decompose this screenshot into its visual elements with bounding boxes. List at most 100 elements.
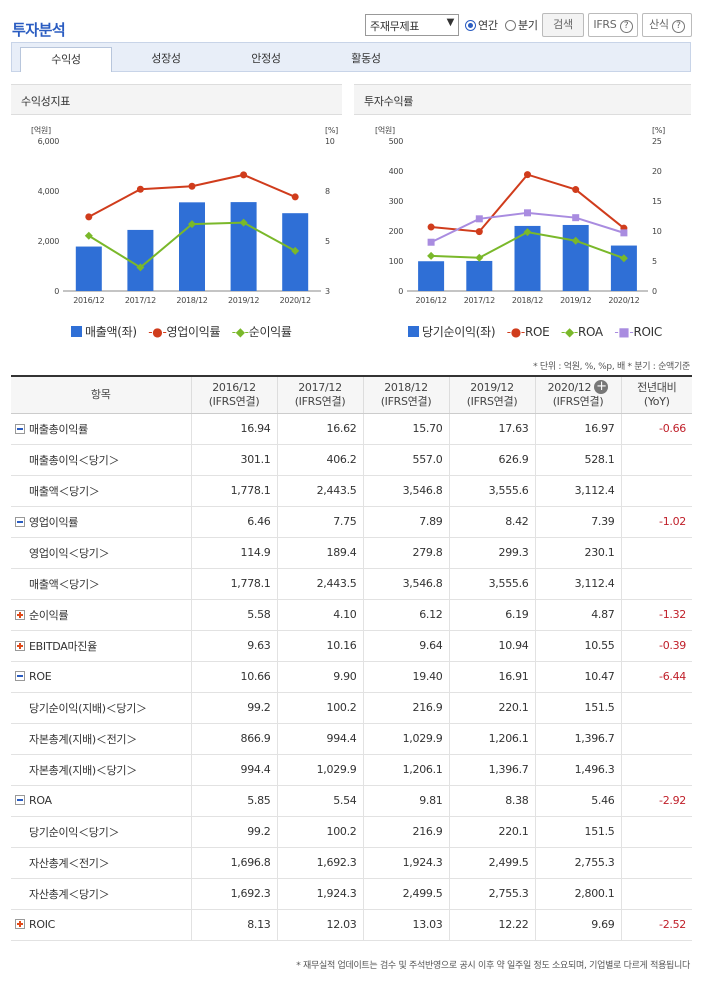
radio-annual[interactable]: 연간 (465, 17, 498, 33)
statement-select[interactable]: 주재무제표 ▼ (365, 14, 459, 36)
row-label[interactable]: 영업이익률 (11, 506, 191, 538)
radio-quarter[interactable]: 분기 (505, 17, 538, 33)
chevron-down-icon: ▼ (446, 17, 455, 28)
table-header-row: 항목 2016/12 (IFRS연결) 2017/12 (IFRS연결) 2018/… (11, 375, 692, 414)
collapse-icon[interactable] (15, 795, 25, 805)
tab-activity[interactable]: 활동성 (351, 52, 381, 65)
radio-annual-label: 연간 (478, 19, 498, 32)
cell-yoy (620, 692, 692, 724)
legend-item: -◆-ROA (561, 325, 603, 339)
cell-value: 2,443.5 (276, 568, 363, 600)
cell-value: 301.1 (190, 444, 277, 476)
cell-value: 279.8 (362, 537, 449, 569)
tab-stability[interactable]: 안정성 (251, 52, 281, 65)
data-point (427, 251, 436, 260)
y2-tick-label: 10 (325, 137, 335, 146)
y-tick-label: 100 (389, 257, 404, 266)
table-row: 매출총이익률 16.94 16.62 15.70 17.63 16.97 -0.66 (11, 413, 692, 445)
legend-label: ROA (577, 325, 603, 339)
expand-icon[interactable] (15, 640, 25, 651)
cell-yoy: -2.52 (620, 909, 692, 941)
page-title: 투자분석 (12, 21, 66, 39)
table-row: 자산총계＜당기＞ 1,692.3 1,924.3 2,499.5 2,755.3 2,80… (11, 878, 692, 910)
cell-value: 9.63 (190, 630, 277, 662)
tab-growth[interactable]: 성장성 (151, 52, 181, 65)
row-label-text: 자산총계＜전기＞ (29, 856, 110, 870)
row-label-text: 매출액＜당기＞ (29, 484, 100, 498)
cell-value: 12.03 (276, 909, 363, 941)
cell-yoy (620, 754, 692, 786)
header-year: 2017/12 (298, 380, 342, 394)
collapse-icon[interactable] (15, 671, 25, 681)
cell-yoy: -0.66 (620, 413, 692, 445)
row-label: 자산총계＜당기＞ (11, 878, 191, 910)
data-point (524, 171, 531, 179)
y-axis-unit: [억원] (375, 125, 395, 135)
cell-value: 216.9 (362, 692, 449, 724)
cell-value: 994.4 (190, 754, 277, 786)
data-point (239, 218, 248, 227)
profitability-table: 항목 2016/12 (IFRS연결) 2017/12 (IFRS연결) 2018/… (11, 375, 692, 941)
tab-profitability[interactable]: 수익성 (20, 47, 112, 72)
cell-yoy: -2.92 (620, 785, 692, 817)
ifrs-button[interactable]: IFRS ? (588, 13, 638, 37)
cell-value: 7.39 (534, 506, 621, 538)
cell-value: 8.38 (448, 785, 535, 817)
legend-label: 당기순이익(좌) (422, 325, 496, 339)
cell-value: 151.5 (534, 816, 621, 848)
row-label[interactable]: ROIC (11, 909, 191, 941)
row-label[interactable]: ROE (11, 661, 191, 693)
cell-yoy (620, 444, 692, 476)
row-label[interactable]: ROA (11, 785, 191, 817)
x-tick-label: 2017/12 (125, 296, 156, 305)
cell-value: 151.5 (534, 692, 621, 724)
cell-value: 5.85 (190, 785, 277, 817)
row-label-text: 자본총계(지배)＜전기＞ (29, 732, 137, 746)
cell-yoy (620, 816, 692, 848)
cell-value: 9.64 (362, 630, 449, 662)
x-tick-label: 2018/12 (176, 296, 207, 305)
cell-value: 17.63 (448, 413, 535, 445)
chart-panel-return: 투자수익률 [억원] [%] 0 100 200 300 400 500 0 5 10 15 20 25 2… (354, 84, 691, 340)
row-label[interactable]: 순이익률 (11, 599, 191, 631)
cell-value: 10.47 (534, 661, 621, 693)
collapse-icon[interactable] (15, 516, 25, 527)
row-label-text: 매출총이익＜당기＞ (29, 453, 120, 467)
header-year: 2020/12 (547, 381, 592, 395)
data-point (240, 171, 248, 179)
row-label: 자산총계＜전기＞ (11, 847, 191, 879)
cell-yoy (620, 878, 692, 910)
row-label[interactable]: 매출총이익률 (11, 413, 191, 445)
header-col: 2017/12 (IFRS연결) (276, 375, 363, 414)
cell-value: 1,206.1 (448, 723, 535, 755)
header-year: 2018/12 (384, 380, 428, 394)
y-tick-label: 200 (389, 227, 404, 236)
add-column-icon[interactable]: + (594, 379, 609, 395)
y-tick-label: 500 (389, 137, 404, 146)
cell-value: 19.40 (362, 661, 449, 693)
row-label-text: 당기순이익＜당기＞ (29, 825, 120, 839)
row-label-text: ROA (29, 794, 52, 807)
expand-icon[interactable] (15, 609, 25, 620)
cell-yoy: -6.44 (620, 661, 692, 693)
row-label-text: 자산총계＜당기＞ (29, 887, 110, 901)
cell-value: 557.0 (362, 444, 449, 476)
data-point (136, 185, 144, 193)
y-tick-label: 300 (389, 197, 404, 206)
cell-value: 15.70 (362, 413, 449, 445)
legend-label: 순이익률 (248, 325, 292, 339)
legend-item: 당기순이익(좌) (408, 323, 496, 340)
row-label-text: 영업이익＜당기＞ (29, 546, 110, 560)
cell-yoy (620, 475, 692, 507)
expand-icon[interactable] (15, 919, 25, 929)
cell-value: 16.94 (190, 413, 277, 445)
data-point (571, 236, 580, 245)
table-row: 자산총계＜전기＞ 1,696.8 1,692.3 1,924.3 2,499.5 2,75… (11, 847, 692, 879)
cell-value: 8.13 (190, 909, 277, 941)
cell-value: 10.16 (276, 630, 363, 662)
collapse-icon[interactable] (15, 423, 25, 434)
y-tick-label: 400 (389, 167, 404, 176)
row-label[interactable]: EBITDA마진율 (11, 630, 191, 662)
formula-button[interactable]: 산식 ? (642, 13, 692, 37)
search-button[interactable]: 검색 (542, 13, 584, 37)
